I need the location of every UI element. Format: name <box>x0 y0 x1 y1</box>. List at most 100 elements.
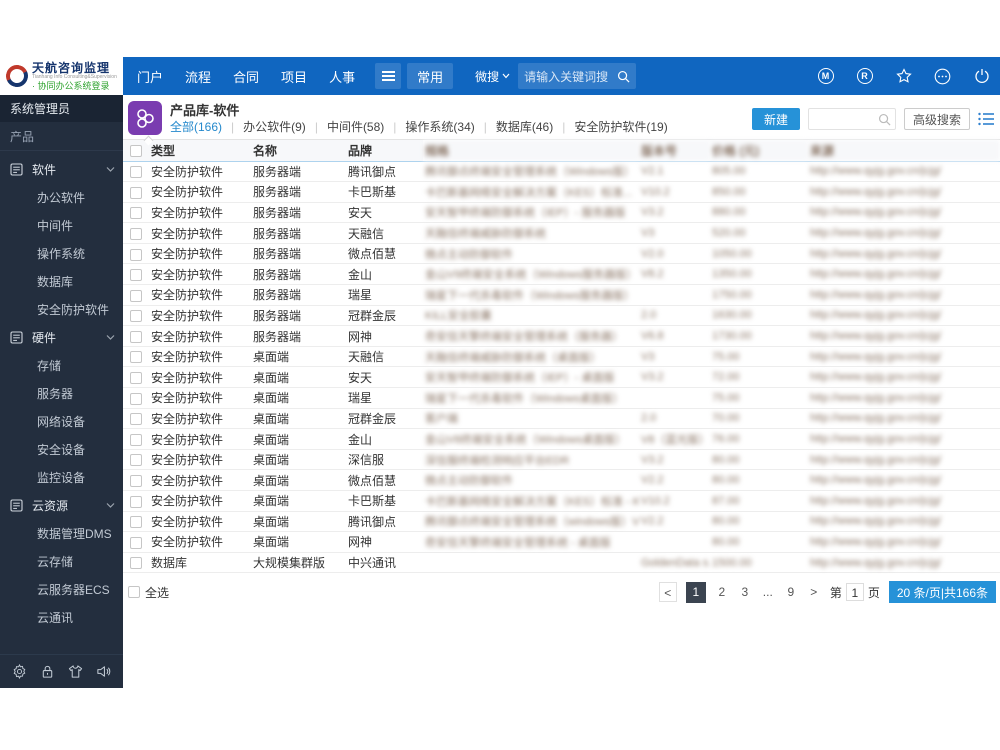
tab-中间件(58)[interactable]: 中间件(58) <box>327 118 405 135</box>
prev-page-button[interactable]: < <box>658 582 677 603</box>
cell-spec-blurred: 天融信终端威胁防御系统（桌面版） <box>423 346 639 368</box>
star-icon[interactable] <box>895 68 912 85</box>
sidebar-item-监控设备[interactable]: 监控设备 <box>37 470 86 485</box>
table-search-input[interactable] <box>807 108 896 130</box>
select-all-checkbox[interactable] <box>128 586 140 599</box>
row-checkbox-cell <box>123 284 149 306</box>
page-button-...[interactable]: ... <box>762 585 773 600</box>
cell-version-blurred: V2.0 <box>639 243 710 265</box>
cell-brand: 腾讯御点 <box>346 511 423 533</box>
sidebar-group-软件[interactable]: 软件 <box>0 155 123 183</box>
row-checkbox[interactable] <box>130 495 142 508</box>
row-checkbox[interactable] <box>130 330 142 343</box>
theme-shirt-icon[interactable] <box>68 664 83 679</box>
page-jump-input[interactable]: 1 <box>845 583 864 602</box>
sidebar-item-product[interactable]: 产品 <box>10 129 35 144</box>
select-all-control[interactable]: 全选 <box>123 584 169 601</box>
sidebar-item-数据库[interactable]: 数据库 <box>37 274 74 289</box>
cell-type: 安全防护软件 <box>149 346 251 368</box>
sidebar-group-云资源[interactable]: 云资源 <box>0 491 123 519</box>
nav-item-项目[interactable]: 项目 <box>281 69 308 85</box>
nav-menu-button[interactable] <box>375 63 402 89</box>
row-checkbox[interactable] <box>130 310 142 323</box>
tab-全部(166)[interactable]: 全部(166) <box>170 118 243 135</box>
nav-item-流程[interactable]: 流程 <box>185 69 212 85</box>
new-button[interactable]: 新建 <box>751 108 800 130</box>
more-icon[interactable] <box>934 68 951 85</box>
sidebar-item-存储[interactable]: 存储 <box>37 358 62 373</box>
row-checkbox[interactable] <box>130 475 142 488</box>
sidebar-item-服务器[interactable]: 服务器 <box>37 386 74 401</box>
row-checkbox[interactable] <box>130 433 142 446</box>
page-button-3[interactable]: 3 <box>741 585 749 600</box>
nav-item-人事[interactable]: 人事 <box>329 69 356 85</box>
col-header-source[interactable]: 来源 <box>808 140 1000 162</box>
cell-type: 安全防护软件 <box>149 202 251 224</box>
module-icon <box>10 162 23 176</box>
sidebar-item-办公软件[interactable]: 办公软件 <box>37 190 86 205</box>
sidebar-item-中间件[interactable]: 中间件 <box>37 218 74 233</box>
nav-item-门户[interactable]: 门户 <box>137 69 164 85</box>
sidebar-item-网络设备[interactable]: 网络设备 <box>37 414 86 429</box>
cell-price-blurred: 520.00 <box>710 222 808 244</box>
page-button-9[interactable]: 9 <box>787 585 795 600</box>
power-icon[interactable] <box>973 68 990 85</box>
row-checkbox[interactable] <box>130 248 142 261</box>
sidebar-item-云服务器ECS[interactable]: 云服务器ECS <box>37 582 110 597</box>
row-checkbox[interactable] <box>130 392 142 405</box>
r-badge-icon[interactable]: R <box>856 68 873 85</box>
page-button-1[interactable]: 1 <box>685 581 706 603</box>
row-checkbox-cell <box>123 511 149 533</box>
tab-安全防护软件(19)[interactable]: 安全防护软件(19) <box>574 120 668 134</box>
row-checkbox[interactable] <box>130 207 142 220</box>
sidebar-item-数据管理DMS[interactable]: 数据管理DMS <box>37 526 112 541</box>
search-scope-dropdown[interactable]: 微搜 <box>475 68 510 85</box>
row-checkbox[interactable] <box>130 557 142 570</box>
row-checkbox[interactable] <box>130 227 142 240</box>
tab-办公软件(9)[interactable]: 办公软件(9) <box>243 118 327 135</box>
gear-icon[interactable] <box>12 664 27 679</box>
row-checkbox[interactable] <box>130 351 142 364</box>
row-checkbox[interactable] <box>130 166 142 179</box>
row-checkbox[interactable] <box>130 536 142 549</box>
tab-数据库(46)[interactable]: 数据库(46) <box>496 118 574 135</box>
page-button-2[interactable]: 2 <box>718 585 726 600</box>
lock-icon[interactable] <box>40 664 55 679</box>
col-header-type[interactable]: 类型 <box>149 140 251 162</box>
cell-type: 安全防护软件 <box>149 428 251 450</box>
table-row: 安全防护软件 桌面端 安天 安天智甲终端防御系统（IEP）- 桌面版 V3.2 72.00… <box>123 366 1000 389</box>
col-header-version[interactable]: 版本号 <box>639 140 710 162</box>
cell-name: 桌面端 <box>251 366 346 389</box>
row-checkbox[interactable] <box>130 289 142 302</box>
select-all-header-checkbox[interactable] <box>130 145 142 158</box>
row-checkbox[interactable] <box>130 372 142 385</box>
nav-item-changyong[interactable]: 常用 <box>407 63 454 89</box>
sidebar-item-操作系统[interactable]: 操作系统 <box>37 246 86 261</box>
next-page-button[interactable]: > <box>810 585 818 600</box>
tab-操作系统(34)[interactable]: 操作系统(34) <box>405 118 495 135</box>
m-badge-icon[interactable]: M <box>817 68 834 85</box>
advanced-search-button[interactable]: 高级搜索 <box>903 108 970 130</box>
row-checkbox[interactable] <box>130 413 142 426</box>
cell-source-blurred: http://www.qyjg.gov.cn/jcjg/ <box>808 490 1000 512</box>
list-view-icon[interactable] <box>978 112 994 126</box>
col-header-price[interactable]: 价格 (元) <box>710 140 808 162</box>
sidebar-item-云通讯[interactable]: 云通讯 <box>37 610 74 625</box>
row-checkbox[interactable] <box>130 269 142 282</box>
row-checkbox[interactable] <box>130 454 142 467</box>
sidebar-group-硬件[interactable]: 硬件 <box>0 323 123 351</box>
cell-source-blurred: http://www.qyjg.gov.cn/jcjg/ <box>808 531 1000 553</box>
col-header-spec[interactable]: 规格 <box>423 140 639 162</box>
col-header-name[interactable]: 名称 <box>251 140 346 162</box>
cell-type: 数据库 <box>149 552 251 574</box>
row-checkbox[interactable] <box>130 186 142 199</box>
global-search-input[interactable]: 请输入关键词搜 <box>518 63 637 89</box>
nav-item-合同[interactable]: 合同 <box>233 69 260 85</box>
col-header-brand[interactable]: 品牌 <box>346 140 423 162</box>
sidebar-item-安全防护软件[interactable]: 安全防护软件 <box>37 302 110 317</box>
row-checkbox[interactable] <box>130 516 142 529</box>
sidebar-item-安全设备[interactable]: 安全设备 <box>37 442 86 457</box>
sound-icon[interactable] <box>96 664 111 679</box>
sidebar-item-云存储[interactable]: 云存储 <box>37 554 74 569</box>
cell-brand: 安天 <box>346 202 423 224</box>
